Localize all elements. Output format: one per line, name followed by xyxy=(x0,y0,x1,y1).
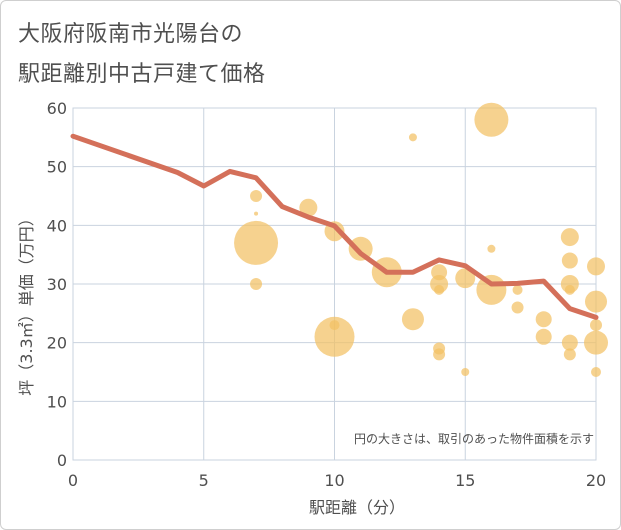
data-bubble xyxy=(250,278,263,290)
data-bubble xyxy=(314,316,355,357)
x-axis-label: 駅距離（分） xyxy=(309,498,405,517)
data-bubble xyxy=(433,348,446,361)
chart-title-line-1: 大阪府阪南市光陽台の xyxy=(18,22,244,47)
bubbles xyxy=(234,102,608,377)
data-bubble xyxy=(234,220,279,265)
data-bubble xyxy=(401,308,424,331)
chart-title-line-2: 駅距離別中古戸建て価格 xyxy=(18,62,266,87)
data-bubble xyxy=(487,244,496,253)
data-bubble xyxy=(511,301,524,314)
data-bubble xyxy=(455,268,476,289)
data-bubble xyxy=(584,330,608,355)
data-bubble xyxy=(461,368,470,376)
data-bubble xyxy=(590,319,602,332)
y-axis-label: 坪（3.3㎡）単価（万円） xyxy=(17,210,36,395)
trend-line-layer xyxy=(70,133,599,320)
axes: 0 5 10 15 20 0 10 20 30 40 50 60 xyxy=(47,99,607,490)
trend-line xyxy=(70,133,599,320)
data-bubble xyxy=(535,311,552,328)
data-bubble xyxy=(560,228,579,247)
data-bubble xyxy=(587,257,605,276)
x-tick-label: 20 xyxy=(586,471,606,490)
data-bubble xyxy=(561,252,578,269)
y-tick-label: 10 xyxy=(47,392,67,411)
data-bubble xyxy=(591,367,601,377)
data-bubble xyxy=(561,334,578,351)
x-tick-label: 0 xyxy=(68,471,78,490)
y-tick-label: 20 xyxy=(47,334,67,353)
data-bubble xyxy=(254,211,259,216)
y-tick-label: 60 xyxy=(47,99,67,118)
data-bubble xyxy=(563,348,576,361)
data-bubble xyxy=(250,190,263,202)
data-bubble xyxy=(408,133,417,142)
data-bubble xyxy=(564,284,575,295)
x-tick-label: 10 xyxy=(324,471,344,490)
data-bubble xyxy=(434,284,445,295)
y-tick-label: 30 xyxy=(47,275,67,294)
data-bubble xyxy=(585,290,607,313)
x-tick-label: 15 xyxy=(455,471,475,490)
data-bubble xyxy=(535,328,552,345)
x-tick-label: 5 xyxy=(199,471,209,490)
data-bubble xyxy=(299,198,318,217)
y-tick-label: 0 xyxy=(57,451,67,470)
bubble-size-note: 円の大きさは、取引のあった物件面積を示す xyxy=(354,431,594,446)
y-tick-label: 40 xyxy=(47,216,67,235)
y-tick-label: 50 xyxy=(47,158,67,177)
data-bubble xyxy=(512,284,523,295)
data-bubble xyxy=(474,102,509,137)
